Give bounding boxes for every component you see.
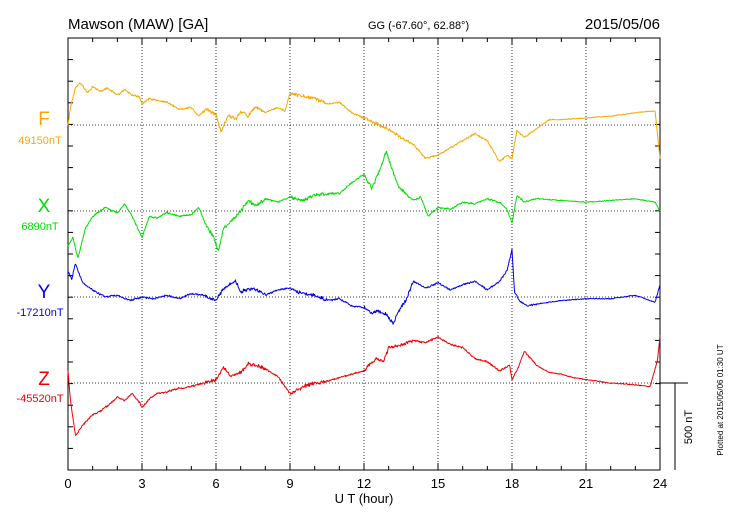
series-baseline-f: 49150nT — [18, 135, 62, 147]
series-name-x: X — [38, 196, 51, 217]
x-tick-label: 18 — [505, 476, 519, 491]
x-tick-label: 6 — [212, 476, 219, 491]
x-tick-label: 3 — [138, 476, 145, 491]
series-line-z — [67, 335, 661, 436]
grid — [68, 38, 660, 470]
series-baseline-z: -45520nT — [16, 393, 63, 405]
x-axis-label: U T (hour) — [335, 491, 394, 506]
series-name-f: F — [38, 109, 50, 130]
series-labels: F 49150nT X 6890nT Y -17210nT Z -45520nT — [16, 109, 63, 405]
plotted-at-note: Plotted at 2015/05/06 01:30 UT — [716, 344, 725, 455]
x-tick-label: 15 — [431, 476, 445, 491]
series-group — [67, 82, 661, 436]
series-line-x — [67, 150, 661, 258]
series-baseline-x: 6890nT — [21, 221, 59, 233]
x-tick-label: 12 — [357, 476, 371, 491]
x-tick-labels: 0 3 6 9 12 15 18 21 24 — [64, 476, 667, 491]
x-tick-label: 0 — [64, 476, 71, 491]
station-title: Mawson (MAW) [GA] — [68, 16, 208, 33]
scale-bar: 500 nT — [660, 382, 695, 470]
coordinates-label: GG (-67.60°, 62.88°) — [368, 20, 469, 32]
x-tick-label: 21 — [579, 476, 593, 491]
x-tick-label: 24 — [653, 476, 667, 491]
series-baseline-y: -17210nT — [16, 307, 63, 319]
x-tick-label: 9 — [286, 476, 293, 491]
series-name-z: Z — [38, 369, 50, 390]
series-line-y — [67, 248, 661, 325]
date-label: 2015/05/06 — [585, 16, 660, 33]
scale-bar-label: 500 nT — [683, 410, 695, 445]
axis-ticks — [67, 37, 661, 471]
series-line-f — [67, 82, 661, 162]
series-name-y: Y — [38, 282, 51, 303]
